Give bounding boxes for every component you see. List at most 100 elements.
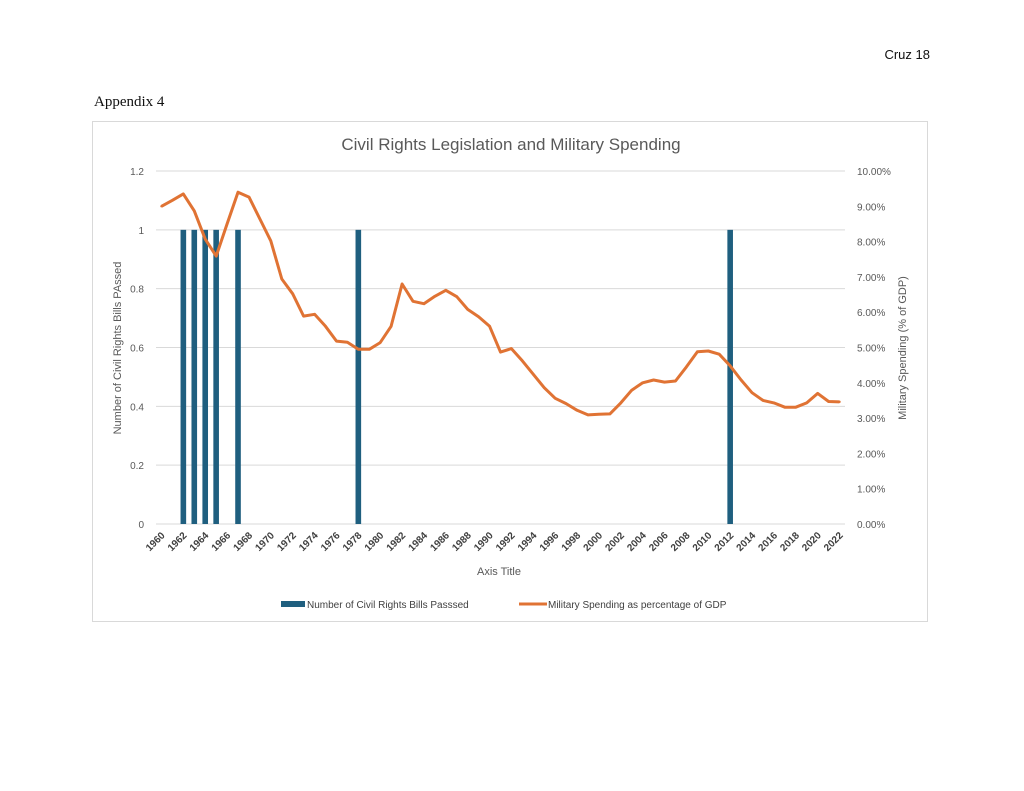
- line-point-1977: [346, 341, 349, 344]
- left-axis-ticks: 0 0.2 0.4 0.6 0.8 1 1.2: [130, 167, 144, 531]
- line-point-2008: [685, 365, 688, 369]
- x-tick-label: 2000: [582, 530, 606, 554]
- left-tick-label: 0.6: [130, 344, 144, 355]
- left-tick-label: 1.2: [130, 167, 144, 178]
- x-tick-label: 1978: [341, 530, 365, 554]
- x-tick-label: 1962: [166, 530, 190, 554]
- line-point-2009: [696, 350, 699, 353]
- x-tick-label: 2008: [669, 530, 693, 554]
- x-tick-label: 2014: [735, 530, 759, 554]
- line-point-2013: [739, 378, 743, 382]
- x-tick-label: 2022: [822, 530, 846, 554]
- line-point-2003: [630, 389, 633, 392]
- line-point-1981: [389, 325, 393, 328]
- line-point-2020: [816, 392, 819, 395]
- legend-label-bars: Number of Civil Rights Bills Passsed: [307, 600, 469, 611]
- right-tick-label: 0.00%: [857, 520, 885, 531]
- line-point-2014: [750, 391, 754, 394]
- legend: Number of Civil Rights Bills Passsed Mil…: [281, 600, 727, 611]
- line-point-1965: [214, 254, 218, 258]
- bar-1963: [191, 229, 198, 524]
- x-tick-label: 2004: [625, 530, 649, 554]
- right-tick-label: 6.00%: [857, 308, 885, 319]
- line-point-1973: [302, 314, 305, 318]
- line-point-1985: [433, 295, 437, 298]
- line-point-1975: [324, 325, 327, 328]
- bar-1962: [180, 229, 187, 524]
- x-axis-title: Axis Title: [477, 566, 521, 578]
- line-point-1980: [378, 341, 382, 344]
- line-point-1982: [400, 282, 404, 286]
- x-tick-label: 1976: [319, 530, 343, 554]
- gridlines: [156, 170, 845, 525]
- line-point-2001: [608, 412, 612, 416]
- x-tick-label: 1966: [210, 530, 234, 554]
- line-point-1992: [510, 347, 513, 350]
- bar-1978: [355, 229, 362, 524]
- line-point-1995: [543, 386, 546, 389]
- military-spending-line: [160, 190, 840, 417]
- line-point-2005: [652, 378, 655, 382]
- line-point-2019: [805, 401, 808, 405]
- line-point-1961: [171, 199, 174, 202]
- chart-frame: Civil Rights Legislation and Military Sp…: [92, 121, 928, 622]
- x-tick-label: 1996: [538, 530, 562, 554]
- line-point-2018: [794, 405, 797, 409]
- line-series: [160, 190, 841, 417]
- line-point-2011: [718, 353, 721, 356]
- bar-series: [180, 229, 733, 524]
- combo-chart: Civil Rights Legislation and Military Sp…: [112, 135, 909, 611]
- line-point-1974: [313, 313, 316, 316]
- line-point-1970: [269, 239, 273, 243]
- line-point-1984: [422, 302, 426, 305]
- x-tick-label: 1972: [275, 530, 299, 554]
- right-tick-label: 2.00%: [857, 449, 885, 460]
- x-tick-label: 1980: [363, 530, 387, 554]
- line-point-1966: [225, 222, 229, 226]
- x-tick-label: 1988: [450, 530, 474, 554]
- line-point-1972: [291, 292, 294, 296]
- bar-2012: [727, 229, 733, 524]
- x-tick-label: 1974: [297, 530, 321, 554]
- line-point-1986: [444, 289, 448, 292]
- x-tick-label: 1992: [494, 530, 518, 554]
- x-tick-label: 2010: [691, 530, 715, 554]
- x-axis-ticks: 1960196219641966196819701972197419761978…: [144, 530, 846, 554]
- line-point-1990: [488, 325, 491, 328]
- x-tick-label: 1960: [144, 530, 168, 554]
- line-point-1991: [499, 350, 502, 354]
- line-point-1988: [466, 308, 469, 311]
- line-point-2017: [783, 405, 787, 409]
- line-point-2010: [707, 349, 710, 353]
- line-point-2012: [728, 364, 732, 368]
- line-point-1976: [335, 339, 338, 343]
- line-point-1998: [575, 409, 579, 412]
- line-point-1964: [204, 237, 207, 241]
- left-tick-label: 0.2: [130, 461, 144, 472]
- line-point-2006: [663, 380, 666, 384]
- left-tick-label: 0.8: [130, 285, 144, 296]
- line-point-2004: [641, 381, 644, 384]
- line-point-1967: [236, 190, 240, 194]
- line-point-1979: [368, 348, 371, 351]
- line-point-1971: [280, 277, 283, 281]
- x-tick-label: 2016: [757, 530, 781, 554]
- x-tick-label: 1998: [560, 530, 584, 554]
- x-tick-label: 2020: [800, 530, 824, 554]
- appendix-heading: Appendix 4: [94, 94, 165, 110]
- line-point-1987: [455, 295, 458, 298]
- line-point-1996: [553, 397, 557, 400]
- line-point-1978: [357, 348, 360, 351]
- x-tick-label: 1990: [472, 530, 496, 554]
- line-point-2021: [827, 400, 830, 403]
- x-tick-label: 2002: [603, 530, 627, 554]
- line-point-1999: [586, 413, 590, 417]
- right-axis-ticks: 0.00% 1.00% 2.00% 3.00% 4.00% 5.00% 6.00% 7.00%…: [857, 167, 891, 531]
- right-tick-label: 10.00%: [857, 167, 891, 178]
- line-point-1963: [193, 209, 196, 213]
- line-point-1997: [564, 402, 568, 405]
- right-tick-label: 5.00%: [857, 344, 885, 355]
- bar-1965: [213, 229, 219, 524]
- x-tick-label: 1964: [188, 530, 212, 554]
- line-point-1989: [477, 315, 480, 318]
